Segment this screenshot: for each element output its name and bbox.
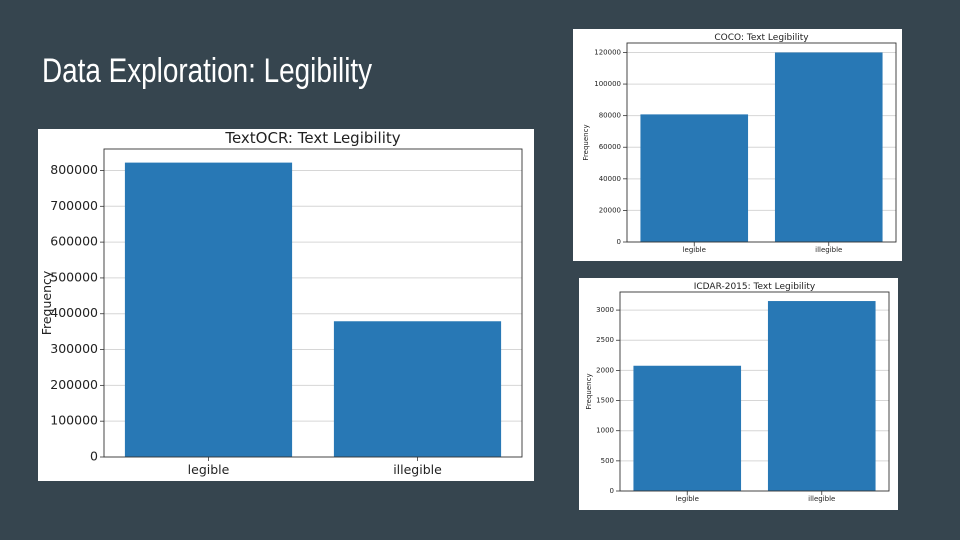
- coco-xtick-label: legible: [683, 246, 706, 254]
- coco-ytick-label: 60000: [599, 143, 621, 151]
- textocr-ytick-label: 400000: [50, 305, 98, 320]
- textocr-ytick-label: 500000: [50, 269, 98, 284]
- coco-ytick-label: 120000: [594, 48, 621, 56]
- textocr-bar-illegible: [333, 321, 502, 457]
- coco-axes-frame: [626, 42, 897, 243]
- icdar-ytick-label: 0: [610, 487, 614, 495]
- coco-ytick-label: 20000: [599, 206, 621, 214]
- icdar-bar-illegible: [767, 301, 876, 491]
- coco-ytick-label: 40000: [599, 175, 621, 183]
- textocr-ytick-label: 700000: [50, 198, 98, 213]
- textocr-ylabel: Frequency: [39, 270, 54, 335]
- icdar-ylabel: Frequency: [585, 373, 593, 409]
- icdar-axes-frame: [619, 291, 890, 492]
- icdar-xtick-label: illegible: [808, 495, 835, 503]
- icdar-ytick-label: 2500: [596, 336, 614, 344]
- icdar-ytick-label: 1500: [596, 397, 614, 405]
- textocr-ytick-label: 0: [90, 449, 98, 464]
- coco-ytick-label: 0: [617, 238, 621, 246]
- slide-title: Data Exploration: Legibility: [42, 52, 373, 90]
- icdar-ytick-label: 1000: [596, 427, 614, 435]
- textocr-ytick-label: 300000: [50, 341, 98, 356]
- icdar-bar-legible: [633, 365, 742, 491]
- icdar-ytick-label: 500: [601, 457, 614, 465]
- icdar-ytick-label: 2000: [596, 366, 614, 374]
- textocr-chart: 0 100000 200000 300000 400000 500000 600000 700…: [38, 129, 534, 481]
- coco-ytick-label: 80000: [599, 112, 621, 120]
- icdar-ytick-label: 3000: [596, 306, 614, 314]
- coco-bar-illegible: [774, 52, 883, 242]
- coco-title: COCO: Text Legibility: [714, 33, 809, 43]
- textocr-title: TextOCR: Text Legibility: [224, 129, 400, 147]
- textocr-axes-frame: [103, 148, 523, 458]
- icdar-xtick-label: legible: [676, 495, 699, 503]
- coco-chart-svg: 0 20000 40000 60000 80000 100000 120000 legible…: [582, 33, 897, 254]
- textocr-ytick-label: 200000: [50, 377, 98, 392]
- coco-xtick-label: illegible: [815, 246, 842, 254]
- textocr-ytick-label: 600000: [50, 234, 98, 249]
- coco-ylabel: Frequency: [582, 124, 590, 160]
- icdar-chart-svg: 0 500 1000 1500 2000 2500 3000 legible illegible…: [585, 282, 890, 503]
- textocr-xtick-label: illegible: [393, 462, 442, 477]
- textocr-ytick-label: 100000: [50, 413, 98, 428]
- textocr-ytick-label: 800000: [50, 162, 98, 177]
- icdar-title: ICDAR-2015: Text Legibility: [694, 282, 816, 292]
- coco-chart: 0 20000 40000 60000 80000 100000 120000 legible…: [573, 29, 902, 261]
- coco-ytick-label: 100000: [594, 80, 621, 88]
- coco-bar-legible: [640, 114, 749, 242]
- textocr-bar-legible: [124, 162, 293, 457]
- icdar-chart: 0 500 1000 1500 2000 2500 3000 legible illegible…: [579, 278, 898, 510]
- textocr-xtick-label: legible: [188, 462, 230, 477]
- textocr-chart-svg: 0 100000 200000 300000 400000 500000 600000 700…: [39, 129, 523, 477]
